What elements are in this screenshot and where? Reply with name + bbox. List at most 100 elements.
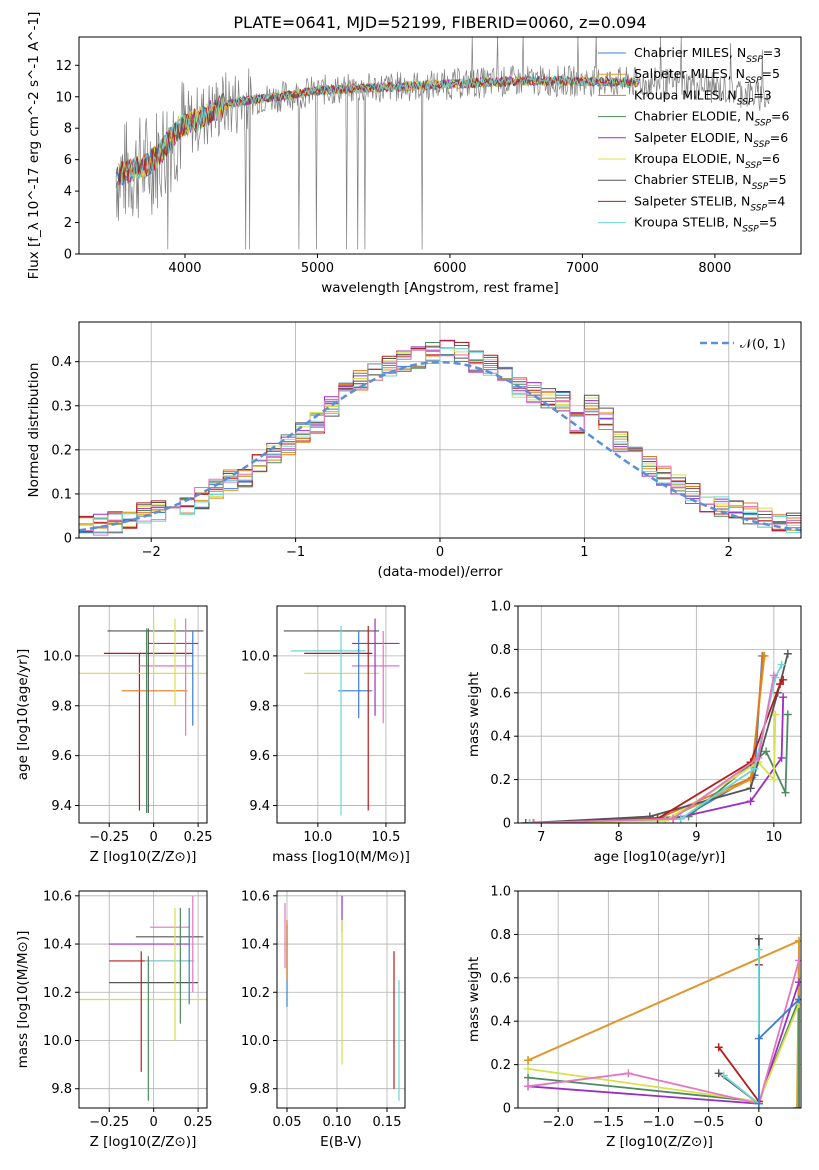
y-tick-label: 10 [55, 90, 72, 105]
weight-marker [794, 936, 801, 945]
weight-marker [769, 775, 778, 784]
weight-marker [746, 797, 755, 806]
y-tick-label: 9.8 [249, 699, 270, 714]
x-tick-label: −0.25 [89, 830, 129, 845]
legend-subscript: SSP [745, 76, 762, 86]
legend-subscript: SSP [745, 161, 762, 171]
legend-subscript: SSP [754, 119, 771, 129]
weight-line [529, 655, 764, 823]
plot-area-mass_vs_EBV [284, 895, 400, 1101]
weight-line [533, 655, 766, 823]
y-axis-label: age [log10(age/yr)] [15, 649, 31, 781]
weight-marker [714, 1069, 723, 1078]
panel-mass_vs_EBV: 0.05 0.10 0.15 9.8 10.0 10.2 10.4 10.6 E(B-V) [241, 889, 406, 1150]
panels: 4000 5000 6000 7000 8000024681012wavelength … [15, 12, 802, 1150]
y-tick-label: 9.6 [51, 749, 72, 764]
plot-area-age_vs_mass [283, 618, 400, 816]
x-tick-label: 10.5 [371, 830, 400, 845]
weight-marker [754, 1099, 763, 1108]
weight-marker [525, 819, 534, 823]
weight-marker [759, 651, 768, 660]
y-tick-label: 10.6 [241, 889, 270, 904]
plot-area-weight_vs_age [521, 649, 792, 823]
x-tick-label: 5000 [301, 261, 334, 276]
weight-marker [754, 1034, 763, 1043]
x-tick-label: 0.10 [323, 1115, 352, 1130]
weight-marker [719, 1071, 728, 1080]
x-tick-label: 0.25 [184, 830, 213, 845]
y-tick-label: 4 [64, 185, 72, 200]
x-tick-label: 0.15 [373, 1115, 402, 1130]
weight-marker [776, 680, 785, 689]
y-tick-label: 0.2 [490, 1058, 511, 1073]
weight-marker [783, 649, 792, 658]
x-tick-label: −0.5 [693, 1115, 725, 1130]
y-tick-label: 12 [55, 59, 72, 74]
legend-entry: Kroupa ELODIE, NSSP=6 [634, 151, 780, 171]
legend-entry: Salpeter ELODIE, NSSP=6 [634, 130, 788, 150]
weight-marker [762, 747, 771, 756]
weight-marker [669, 814, 678, 823]
y-tick-label: 0 [64, 532, 72, 547]
weight-marker [524, 1064, 533, 1073]
weight-marker [794, 956, 801, 965]
x-tick-label: 4000 [168, 261, 201, 276]
y-tick-label: 1.0 [490, 600, 511, 615]
x-axis-label: wavelength [Angstrom, rest frame] [321, 280, 559, 296]
legend-count: =6 [771, 109, 789, 124]
axes-frame [517, 605, 802, 824]
legend-subscript: SSP [753, 140, 770, 150]
legend-count: =5 [768, 172, 786, 187]
y-axis-label: mass weight [466, 672, 482, 757]
spectrum-model-line [121, 75, 640, 180]
figure-title: PLATE=0641, MJD=52199, FIBERID=0060, z=0… [233, 13, 646, 32]
y-axis-label: mass weight [466, 957, 482, 1042]
y-tick-label: 0.4 [51, 355, 72, 370]
weight-marker [792, 1104, 801, 1108]
weight-marker [714, 1043, 723, 1052]
axes-frame [517, 890, 802, 1109]
x-tick-label: 1 [580, 545, 588, 560]
legend-entry: 𝒩(0, 1) [740, 336, 786, 351]
panel-weight_vs_Z: −2.0 −1.5 −1.0 −0.5 0 0 0.2 0.4 0.6 0.8 1.0 Z [log1… [466, 885, 802, 1150]
legend-entry: Chabrier MILES, NSSP=3 [634, 45, 781, 65]
y-tick-label: 10.2 [43, 986, 72, 1001]
legend-entry: Salpeter MILES, NSSP=5 [634, 66, 780, 86]
weight-line [525, 653, 789, 823]
y-tick-label: 2 [64, 216, 72, 231]
x-axis-label: (data-model)/error [377, 564, 503, 580]
y-tick-label: 0 [503, 1102, 511, 1117]
spectrum-model-line [120, 75, 639, 186]
weight-marker [524, 1056, 533, 1065]
x-axis-label: Z [log10(Z/Z⊙)] [90, 1134, 197, 1150]
x-tick-label: 0.25 [184, 1115, 213, 1130]
x-axis-label: E(B-V) [320, 1134, 362, 1150]
panel-spectrum: 4000 5000 6000 7000 8000 0 2 4 6 8 10 12 wavelength … [26, 12, 802, 296]
plot-area-weight_vs_Z [524, 934, 801, 1108]
y-tick-label: 10.0 [43, 649, 72, 664]
x-axis-label: Z [log10(Z/Z⊙)] [90, 849, 197, 865]
x-tick-label: 8000 [698, 261, 731, 276]
weight-marker [771, 710, 780, 719]
weight-marker [783, 710, 792, 719]
y-tick-label: 8 [64, 122, 72, 137]
y-tick-label: 0.6 [490, 971, 511, 986]
y-tick-label: 0.4 [490, 730, 511, 745]
x-axis-label: mass [log10(M/M⊙)] [272, 849, 410, 865]
x-tick-label: 6000 [433, 261, 466, 276]
weight-marker [777, 753, 786, 762]
y-tick-label: 6 [64, 153, 72, 168]
weight-marker [676, 814, 685, 823]
x-tick-label: 7 [537, 830, 545, 845]
y-axis-label: mass [log10(M/M⊙)] [15, 931, 31, 1069]
x-tick-label: 9 [692, 830, 700, 845]
legend-count: =5 [759, 215, 777, 230]
axes-frame [78, 36, 802, 255]
y-tick-label: 10.6 [43, 889, 72, 904]
spectrum-model-line [115, 75, 637, 185]
y-tick-label: 0.6 [490, 686, 511, 701]
y-tick-label: 10.0 [241, 1034, 270, 1049]
plot-area-mass_vs_Z [79, 895, 207, 1101]
weight-marker [754, 934, 763, 943]
